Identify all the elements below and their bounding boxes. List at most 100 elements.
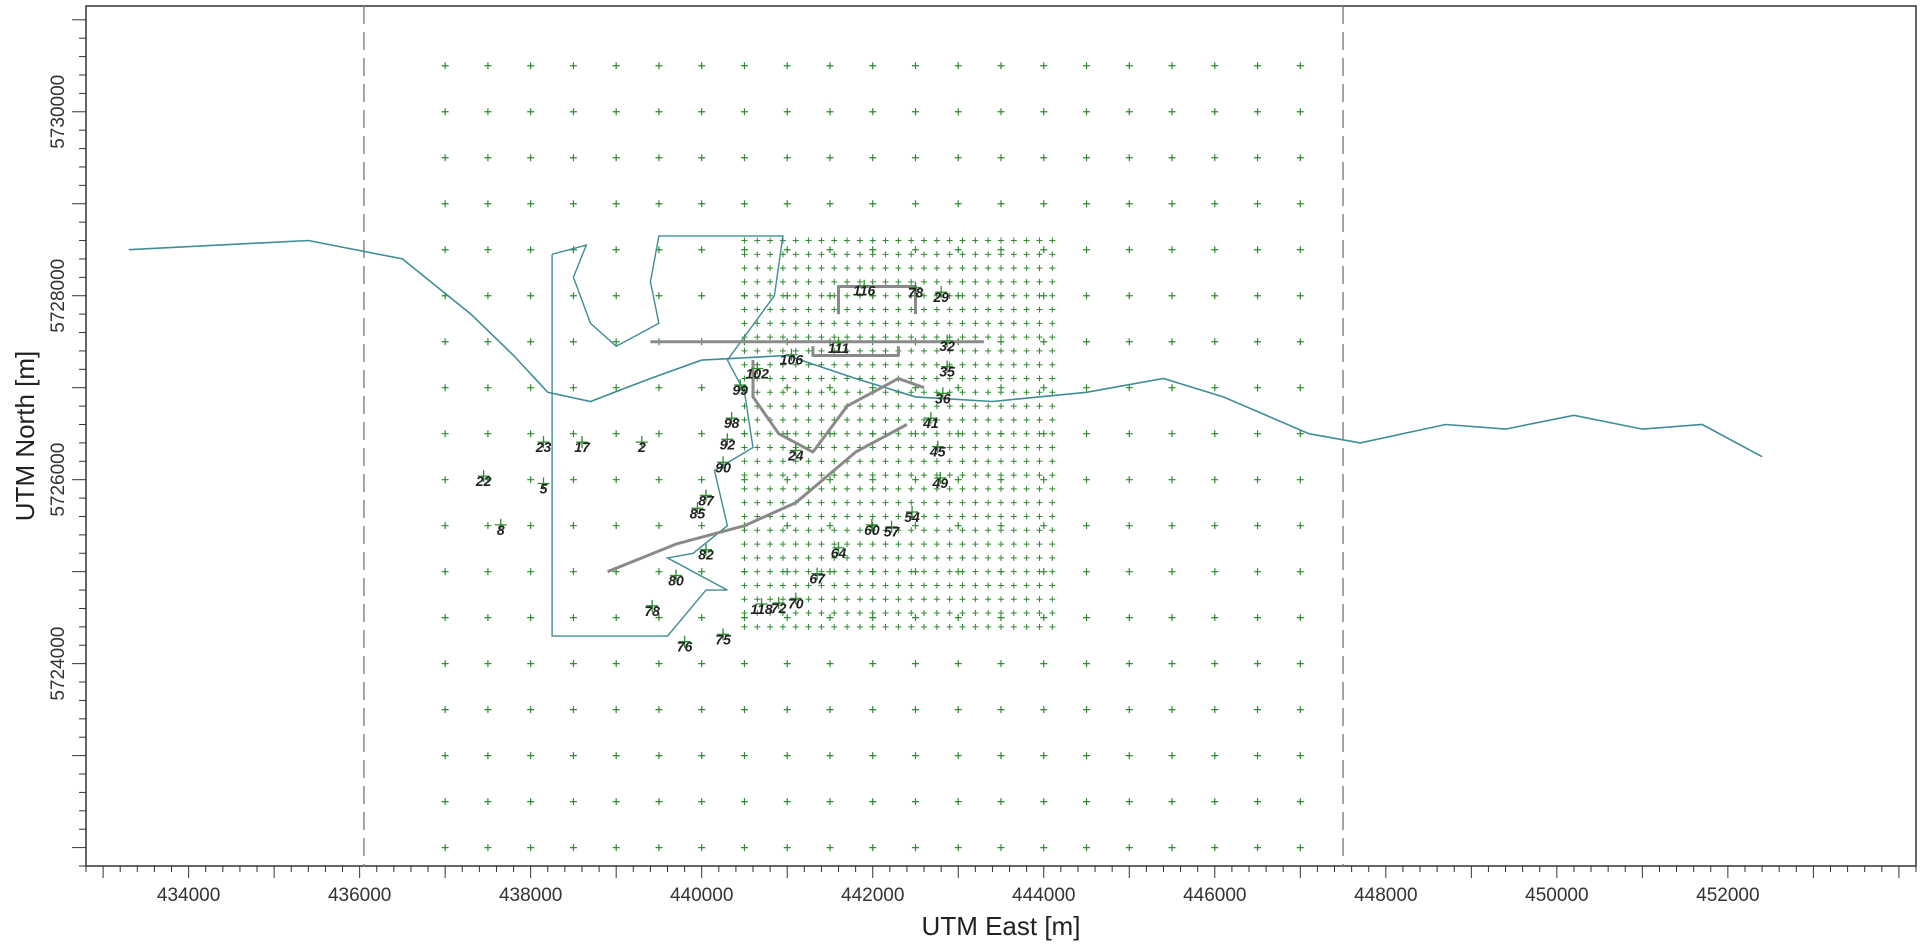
labelled-receptor-point xyxy=(832,541,845,554)
receptor-point xyxy=(895,430,902,437)
receptor-point xyxy=(441,108,449,116)
receptor-point xyxy=(1211,706,1219,714)
receptor-point xyxy=(946,568,953,575)
receptor-point xyxy=(972,458,979,465)
receptor-label: 106 xyxy=(780,352,804,368)
receptor-point xyxy=(1168,844,1176,852)
receptor-point xyxy=(882,265,889,272)
labelled-receptor-point xyxy=(811,567,824,580)
receptor-point xyxy=(818,416,825,423)
receptor-point xyxy=(1010,485,1017,492)
receptor-point xyxy=(985,513,992,520)
receptor-point xyxy=(1049,527,1056,534)
receptor-point xyxy=(698,844,706,852)
labelled-receptor-point xyxy=(635,436,648,449)
receptor-point xyxy=(1211,568,1219,576)
labelled-receptor-point xyxy=(906,506,919,518)
receptor-point xyxy=(805,320,812,327)
road-path xyxy=(837,285,917,315)
receptor-point xyxy=(441,660,449,668)
receptor-point xyxy=(792,375,799,382)
receptor-point xyxy=(754,320,761,327)
receptor-point xyxy=(895,251,902,258)
receptor-point xyxy=(985,472,992,479)
receptor-point xyxy=(933,444,940,451)
receptor-point xyxy=(569,338,577,346)
receptor-point xyxy=(792,458,799,465)
receptor-point xyxy=(946,458,953,465)
receptor-point xyxy=(921,375,928,382)
receptor-point xyxy=(527,384,535,392)
receptor-point xyxy=(783,798,791,806)
receptor-label: 118 xyxy=(750,601,773,617)
receptor-point xyxy=(1010,541,1017,548)
receptor-point xyxy=(1049,416,1056,423)
receptor-point xyxy=(985,403,992,410)
receptor-point xyxy=(612,798,620,806)
receptor-point xyxy=(1023,596,1030,603)
labelled-receptor-point xyxy=(789,592,802,605)
receptor-point xyxy=(484,338,492,346)
receptor-point xyxy=(754,430,761,437)
receptor-point xyxy=(818,251,825,258)
receptor-point xyxy=(1023,416,1030,423)
receptor-point xyxy=(1049,568,1056,575)
receptor-point xyxy=(959,527,966,534)
receptor-point xyxy=(856,596,863,603)
receptor-label: 75 xyxy=(715,631,731,647)
receptor-point xyxy=(869,485,876,492)
receptor-point xyxy=(1023,389,1030,396)
receptor-point xyxy=(908,403,915,410)
receptor-point xyxy=(831,541,838,548)
receptor-point xyxy=(869,403,876,410)
receptor-point xyxy=(844,278,851,285)
receptor-point xyxy=(698,200,706,208)
receptor-point xyxy=(1036,485,1043,492)
receptor-point xyxy=(831,251,838,258)
receptor-point xyxy=(895,237,902,244)
receptor-point xyxy=(1036,237,1043,244)
receptor-point xyxy=(1211,430,1219,438)
receptor-point xyxy=(741,292,748,299)
receptor-point xyxy=(805,347,812,354)
receptor-point xyxy=(527,844,535,852)
receptor-point xyxy=(908,499,915,506)
receptor-point xyxy=(954,660,962,668)
receptor-point xyxy=(933,582,940,589)
receptor-point xyxy=(612,844,620,852)
receptor-point xyxy=(882,292,889,299)
receptor-point xyxy=(740,154,748,162)
receptor-point xyxy=(527,568,535,576)
receptor-point xyxy=(911,706,919,714)
receptor-label: 70 xyxy=(788,595,804,611)
receptor-point xyxy=(527,430,535,438)
receptor-point xyxy=(1049,554,1056,561)
receptor-point xyxy=(1049,610,1056,617)
receptor-point xyxy=(805,375,812,382)
receptor-point xyxy=(741,527,748,534)
receptor-point xyxy=(741,541,748,548)
receptor-point xyxy=(1010,568,1017,575)
receptor-point xyxy=(869,472,876,479)
receptor-point xyxy=(1168,338,1176,346)
receptor-point xyxy=(933,320,940,327)
receptor-point xyxy=(954,706,962,714)
receptor-point xyxy=(1296,706,1304,714)
receptor-point xyxy=(1125,430,1133,438)
receptor-point xyxy=(1083,752,1091,760)
receptor-point xyxy=(895,610,902,617)
receptor-point xyxy=(1010,403,1017,410)
receptor-point xyxy=(933,568,940,575)
receptor-point xyxy=(831,554,838,561)
receptor-point xyxy=(985,541,992,548)
receptor-point xyxy=(972,320,979,327)
receptor-point xyxy=(856,265,863,272)
receptor-point xyxy=(818,527,825,534)
receptor-point xyxy=(484,798,492,806)
receptor-point xyxy=(831,375,838,382)
labelled-receptor-point xyxy=(477,470,490,483)
receptor-point xyxy=(655,798,663,806)
receptor-point xyxy=(908,596,915,603)
receptor-point xyxy=(792,347,799,354)
receptor-point xyxy=(698,798,706,806)
